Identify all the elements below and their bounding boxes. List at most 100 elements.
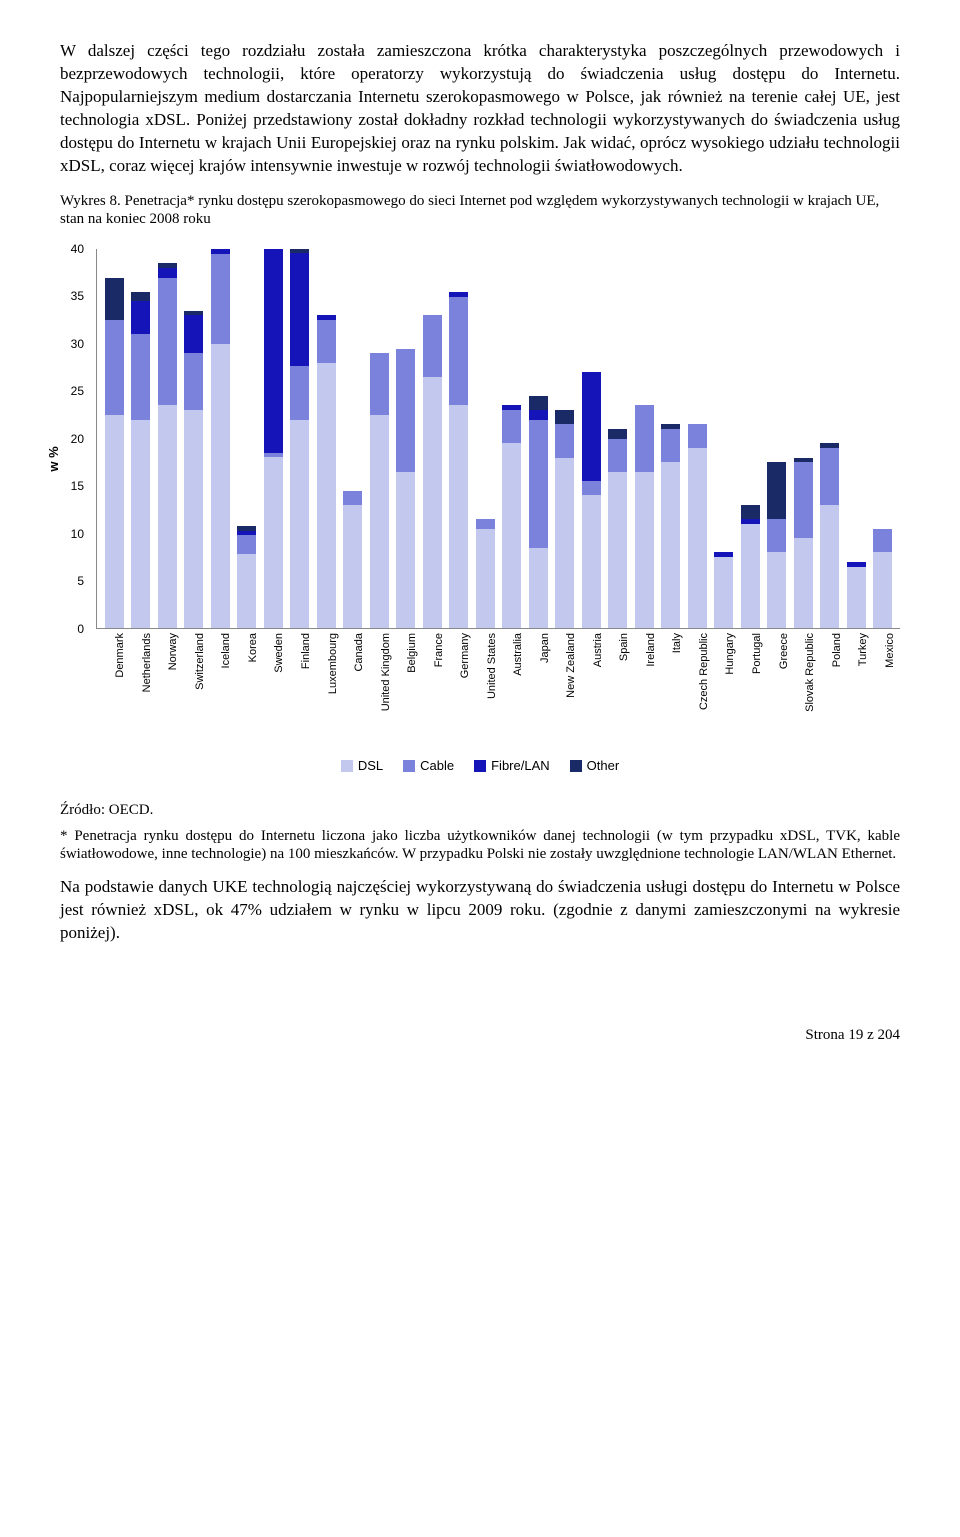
bar-segment-dsl <box>635 472 654 628</box>
x-tick-label: Canada <box>352 633 367 672</box>
x-tick-label: Czech Republic <box>697 633 712 710</box>
bar-segment-dsl <box>105 415 124 628</box>
x-tick-label: Netherlands <box>140 633 155 692</box>
bar-segment-cable <box>661 429 680 462</box>
y-tick: 0 <box>77 621 84 637</box>
bar-segment-fibre <box>264 249 283 452</box>
bar-segment-fibre <box>290 253 309 365</box>
x-tick-label: Finland <box>299 633 314 669</box>
x-tick-label: Poland <box>830 633 845 667</box>
bar-group <box>97 249 900 628</box>
y-tick: 40 <box>71 241 84 257</box>
bar-segment-cable <box>423 315 442 377</box>
legend-swatch <box>570 760 582 772</box>
bar-segment-cable <box>608 439 627 472</box>
legend-item: Fibre/LAN <box>474 757 550 775</box>
bar-segment-other <box>529 396 548 410</box>
bar-column <box>765 249 790 628</box>
bar-segment-cable <box>105 320 124 415</box>
x-tick-label: United States <box>485 633 500 699</box>
body-paragraph-2: Na podstawie danych UKE technologią najc… <box>60 876 900 945</box>
bar-segment-fibre <box>582 372 601 481</box>
legend-label: Fibre/LAN <box>491 757 550 775</box>
bar-segment-dsl <box>582 495 601 628</box>
y-tick: 20 <box>71 431 84 447</box>
bar-segment-cable <box>555 424 574 457</box>
bar-segment-cable <box>290 366 309 420</box>
bar-segment-dsl <box>794 538 813 628</box>
x-tick-label: Portugal <box>750 633 765 674</box>
bar-column <box>659 249 684 628</box>
legend-label: Cable <box>420 757 454 775</box>
bar-segment-dsl <box>873 552 892 628</box>
legend-swatch <box>341 760 353 772</box>
bar-segment-cable <box>873 529 892 553</box>
bar-column <box>129 249 154 628</box>
x-tick-label: Iceland <box>219 633 234 668</box>
legend-label: DSL <box>358 757 383 775</box>
bar-segment-dsl <box>847 567 866 629</box>
x-tick-label: Japan <box>538 633 553 663</box>
x-tick-label: Denmark <box>113 633 128 678</box>
bar-column <box>818 249 843 628</box>
bar-column <box>632 249 657 628</box>
bar-segment-cable <box>767 519 786 552</box>
bar-column <box>447 249 472 628</box>
bar-column <box>791 249 816 628</box>
bar-segment-other <box>767 462 786 519</box>
x-tick-label: Luxembourg <box>326 633 341 694</box>
bar-column <box>420 249 445 628</box>
bar-segment-dsl <box>476 529 495 628</box>
bar-segment-dsl <box>211 344 230 628</box>
bar-segment-dsl <box>661 462 680 628</box>
bar-column <box>102 249 127 628</box>
bar-segment-cable <box>820 448 839 505</box>
bar-column <box>738 249 763 628</box>
bar-segment-cable <box>582 481 601 495</box>
bar-column <box>208 249 233 628</box>
x-tick-label: Greece <box>777 633 792 669</box>
legend-item: DSL <box>341 757 383 775</box>
x-tick-label: Mexico <box>883 633 898 668</box>
x-tick-label: Austria <box>591 633 606 667</box>
bar-segment-fibre <box>529 410 548 419</box>
legend-swatch <box>474 760 486 772</box>
bar-segment-cable <box>158 278 177 406</box>
bar-column <box>341 249 366 628</box>
bar-segment-cable <box>237 535 256 554</box>
bar-segment-cable <box>688 424 707 448</box>
bar-segment-other <box>131 292 150 301</box>
legend-item: Cable <box>403 757 454 775</box>
bar-column <box>314 249 339 628</box>
page-number: Strona 19 z 204 <box>60 1025 900 1045</box>
bar-column <box>579 249 604 628</box>
bar-column <box>394 249 419 628</box>
x-tick-label: Germany <box>458 633 473 678</box>
bar-segment-dsl <box>741 524 760 628</box>
bar-segment-dsl <box>449 405 468 628</box>
bar-segment-cable <box>396 349 415 472</box>
bar-segment-other <box>105 278 124 321</box>
bar-column <box>712 249 737 628</box>
x-tick-label: Sweden <box>272 633 287 673</box>
bar-segment-dsl <box>502 443 521 628</box>
bar-column <box>473 249 498 628</box>
bar-segment-dsl <box>608 472 627 628</box>
bar-column <box>288 249 313 628</box>
x-tick-label: Norway <box>166 633 181 670</box>
penetration-chart: w % 0510152025303540 DenmarkNetherlandsN… <box>60 249 900 669</box>
y-tick: 15 <box>71 479 84 495</box>
bar-segment-cable <box>449 297 468 406</box>
chart-container: w % 0510152025303540 DenmarkNetherlandsN… <box>60 249 900 776</box>
x-tick-label: New Zealand <box>564 633 579 698</box>
bar-segment-dsl <box>184 410 203 628</box>
bar-segment-cable <box>131 334 150 419</box>
bar-segment-dsl <box>237 554 256 628</box>
bar-column <box>182 249 207 628</box>
x-tick-label: Slovak Republic <box>803 633 818 712</box>
bar-segment-cable <box>370 353 389 415</box>
y-tick: 5 <box>77 574 84 590</box>
bar-segment-fibre <box>131 301 150 334</box>
bar-segment-cable <box>529 420 548 548</box>
bar-column <box>685 249 710 628</box>
